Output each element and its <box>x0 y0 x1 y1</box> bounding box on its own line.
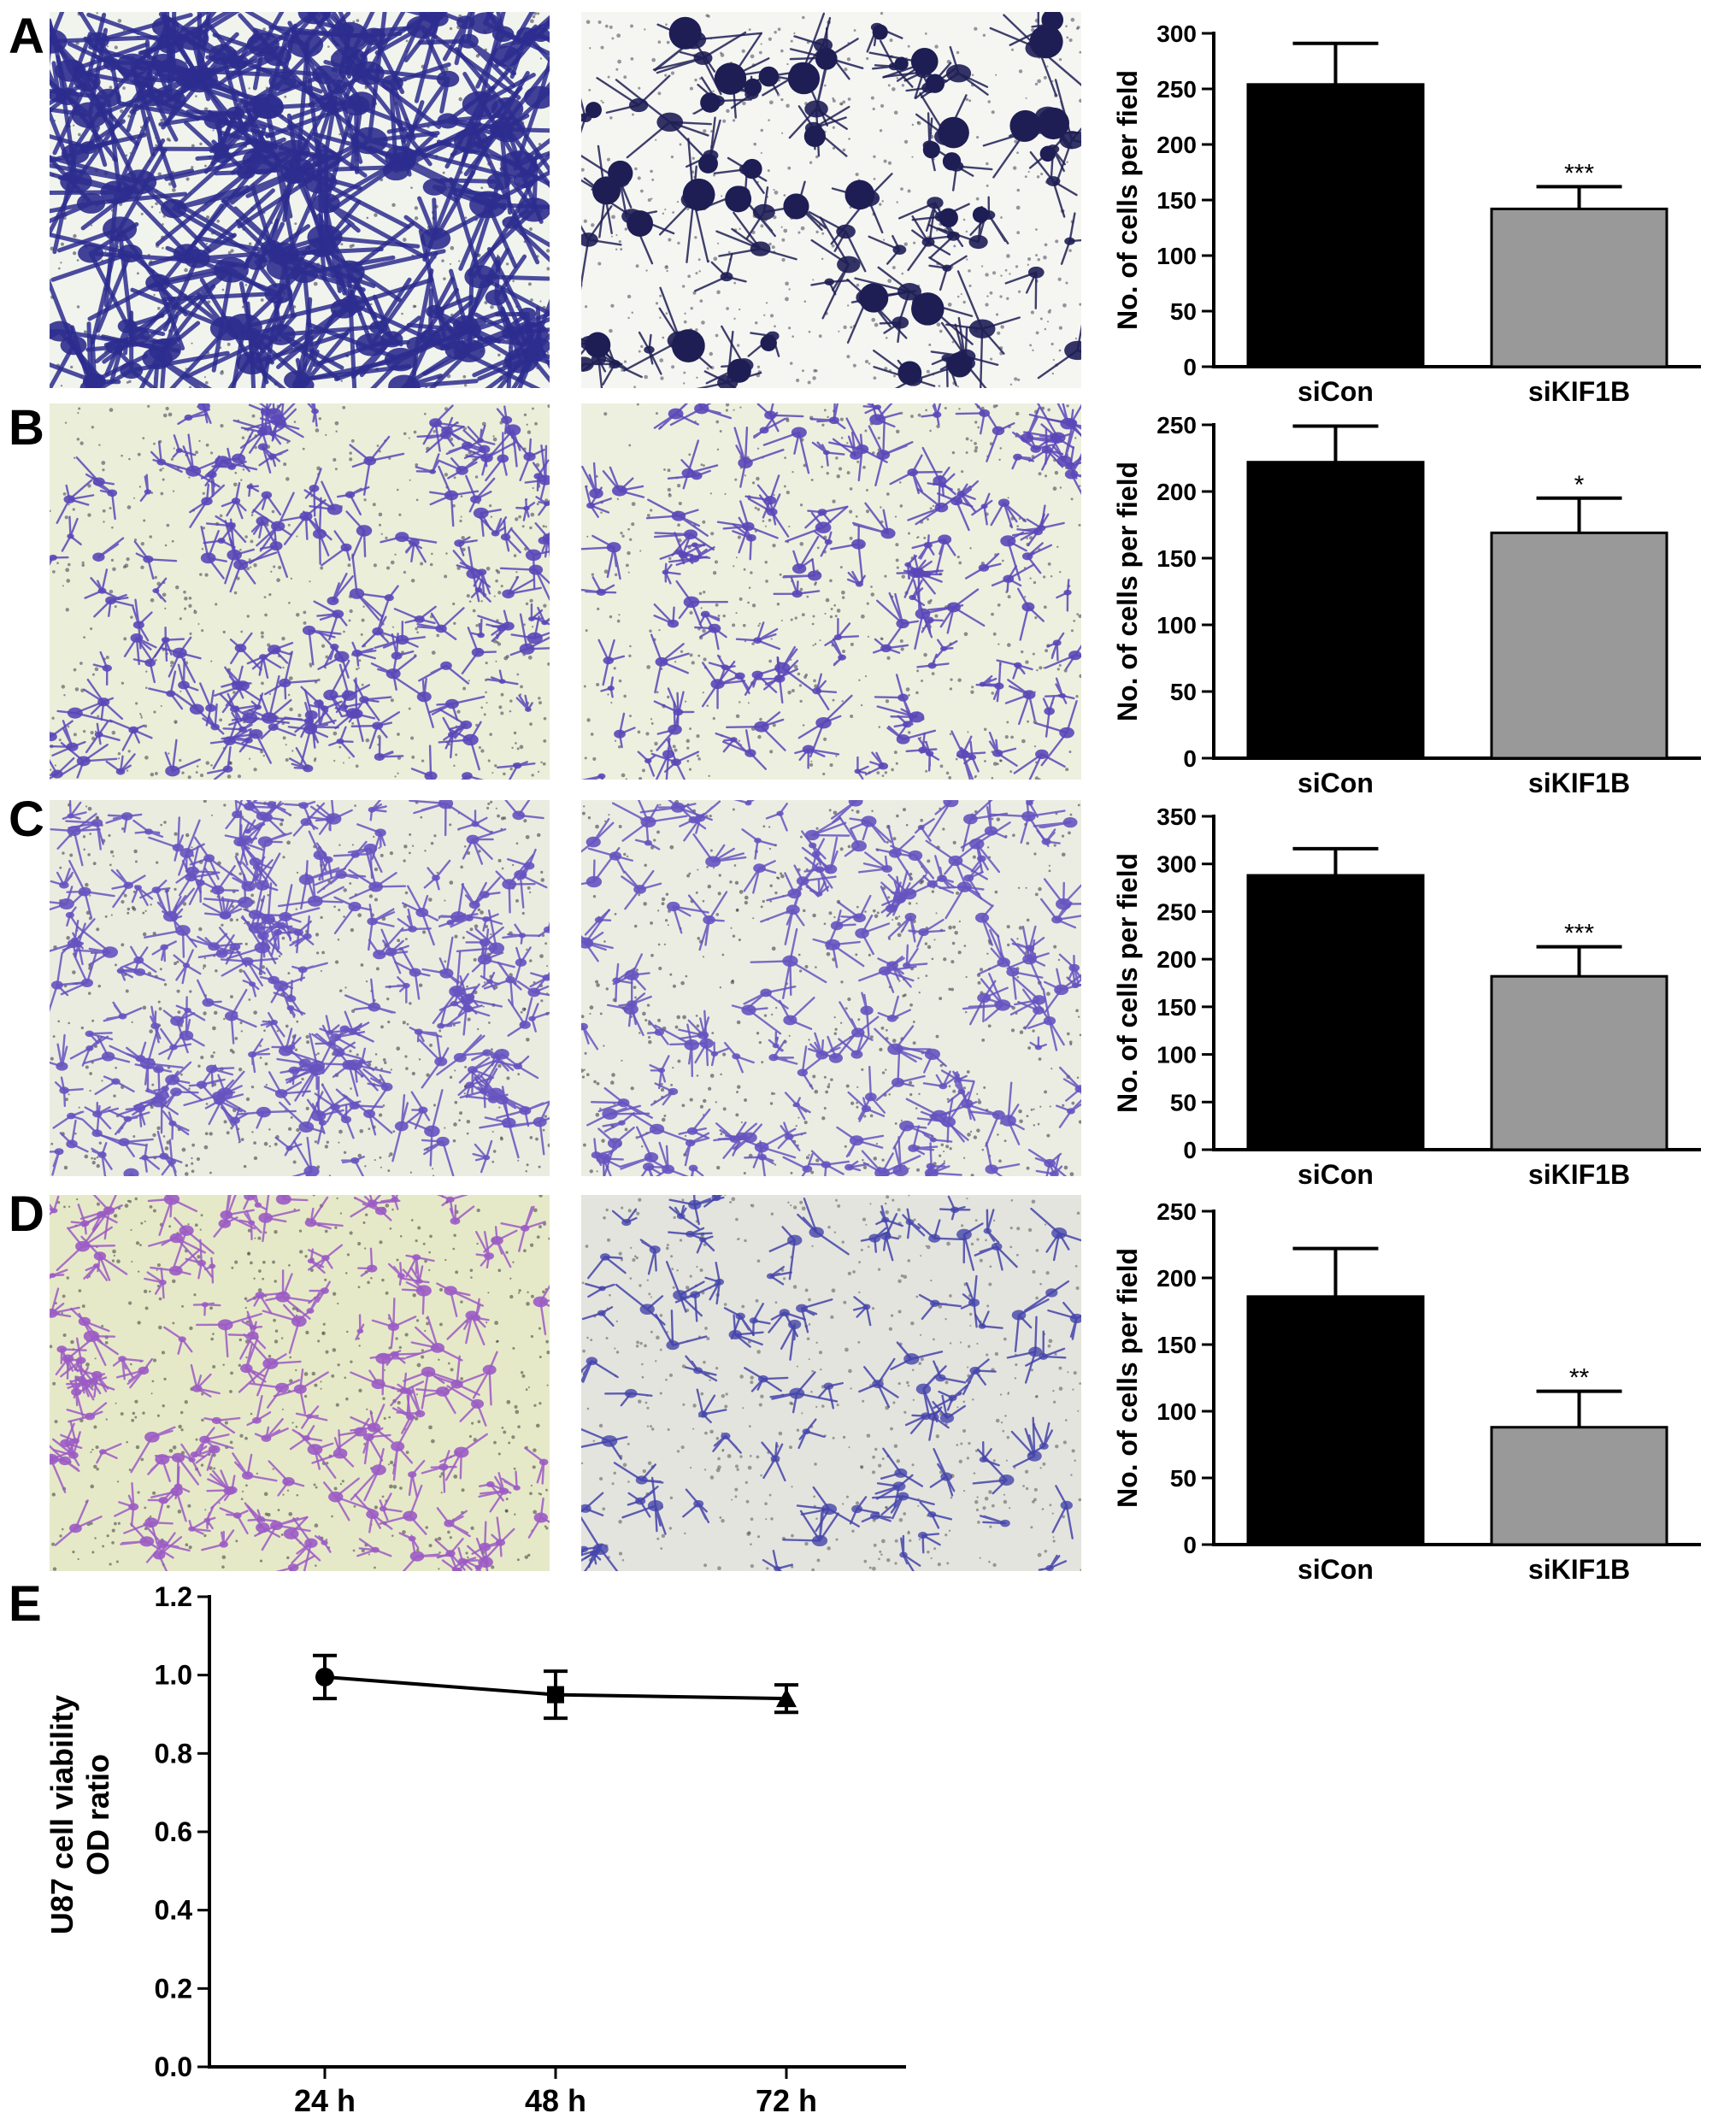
micrograph-d-sikif1b <box>581 1195 1081 1571</box>
significance-label: * <box>1574 471 1585 499</box>
panel-letter-d: D <box>9 1186 44 1242</box>
category-label: siKIF1B <box>1528 768 1630 798</box>
y-tick-label: 300 <box>1156 851 1197 878</box>
y-tick-label: 50 <box>1170 1465 1197 1492</box>
bar-chart-a: No. of cells per field 0 50 100 150 200 250 300… <box>1112 21 1701 407</box>
bar-siCon <box>1246 874 1425 1151</box>
chart-d-ylabel: No. of cells per field <box>1112 1248 1143 1508</box>
data-point-48h <box>547 1686 564 1704</box>
y-tick-label: 150 <box>1156 545 1197 572</box>
y-tick-label: 100 <box>1156 1398 1197 1425</box>
x-tick-label: 72 h <box>756 2083 817 2118</box>
bar-chart-d: No. of cells per field 0 50 100 150 200 250 siC… <box>1112 1198 1701 1585</box>
chart-b-ylabel: No. of cells per field <box>1112 462 1143 721</box>
y-tick-label: 150 <box>1156 187 1197 214</box>
panel-letter-e: E <box>9 1576 42 1632</box>
bar-siKIF1B <box>1490 531 1668 760</box>
y-tick-label: 50 <box>1170 298 1197 325</box>
y-tick-label: 200 <box>1156 479 1197 505</box>
data-point-24h <box>315 1667 334 1686</box>
significance-label: *** <box>1564 920 1594 948</box>
x-tick-label: 48 h <box>525 2083 586 2118</box>
micrograph-b-sikif1b <box>581 403 1081 780</box>
data-point-72h <box>776 1688 797 1708</box>
bar-chart-b: No. of cells per field 0 50 100 150 200 250 siC… <box>1112 412 1701 798</box>
chart-a-ylabel: No. of cells per field <box>1112 70 1143 330</box>
y-tick-label: 100 <box>1156 612 1197 639</box>
line-chart-e: U87 cell viability OD ratio 0.0 0.2 0.4 0.6 0.… <box>44 1581 906 2118</box>
micrograph-d-sicon <box>50 1195 550 1571</box>
y-tick-label: 200 <box>1156 132 1197 158</box>
y-tick-label: 0 <box>1183 1137 1197 1163</box>
bar-siKIF1B <box>1490 974 1668 1151</box>
chart-e-ylabel-line-1: U87 cell viability <box>44 1695 79 1934</box>
y-tick-label: 0 <box>1183 745 1197 772</box>
y-tick-label: 250 <box>1156 898 1197 925</box>
y-tick-label: 100 <box>1156 1042 1197 1068</box>
significance-label: *** <box>1564 159 1594 187</box>
y-tick-label: 0.0 <box>155 2051 192 2082</box>
category-label: siKIF1B <box>1528 1554 1630 1585</box>
micrograph-a-sikif1b <box>581 12 1081 388</box>
category-label: siCon <box>1298 768 1374 798</box>
y-tick-label: 0.8 <box>155 1738 192 1769</box>
category-label: siCon <box>1298 1159 1374 1190</box>
y-tick-label: 200 <box>1156 946 1197 973</box>
y-tick-label: 300 <box>1156 21 1197 47</box>
y-tick-label: 150 <box>1156 994 1197 1021</box>
bar-siCon <box>1246 461 1425 760</box>
y-tick-label: 0 <box>1183 354 1197 380</box>
y-tick-label: 50 <box>1170 1089 1197 1115</box>
y-tick-label: 1.0 <box>155 1660 192 1691</box>
micrograph-c-sicon <box>50 800 550 1176</box>
y-tick-label: 0 <box>1183 1532 1197 1558</box>
category-label: siKIF1B <box>1528 376 1630 407</box>
y-tick-label: 0.4 <box>155 1895 193 1926</box>
y-tick-label: 0.2 <box>155 1973 192 2004</box>
micrograph-c-sikif1b <box>581 800 1081 1176</box>
significance-label: ** <box>1569 1364 1590 1392</box>
chart-e-ylabel-line-2: OD ratio <box>80 1754 115 1875</box>
bar-siCon <box>1246 1295 1425 1546</box>
y-tick-label: 250 <box>1156 76 1197 103</box>
category-label: siCon <box>1298 376 1374 407</box>
y-tick-label: 0.6 <box>155 1816 192 1847</box>
panel-letter-c: C <box>9 792 44 847</box>
bar-siKIF1B <box>1490 1426 1668 1546</box>
y-tick-label: 250 <box>1156 412 1197 439</box>
bar-siCon <box>1246 83 1425 368</box>
bar-chart-c: No. of cells per field 0 50 100 150 200 250 300… <box>1112 803 1701 1190</box>
category-label: siCon <box>1298 1554 1374 1585</box>
chart-c-ylabel: No. of cells per field <box>1112 853 1143 1113</box>
y-tick-label: 350 <box>1156 803 1197 830</box>
y-tick-label: 50 <box>1170 679 1197 705</box>
micrograph-a-sicon <box>50 12 550 388</box>
category-label: siKIF1B <box>1528 1159 1630 1190</box>
y-tick-label: 1.2 <box>155 1581 192 1612</box>
panel-letter-b: B <box>9 400 44 456</box>
y-tick-label: 100 <box>1156 243 1197 269</box>
micrograph-b-sicon <box>50 403 550 780</box>
y-tick-label: 250 <box>1156 1198 1197 1225</box>
y-tick-label: 150 <box>1156 1332 1197 1358</box>
y-tick-label: 200 <box>1156 1265 1197 1292</box>
bar-siKIF1B <box>1490 207 1668 368</box>
x-tick-label: 24 h <box>294 2083 356 2118</box>
panel-letter-a: A <box>9 9 44 64</box>
